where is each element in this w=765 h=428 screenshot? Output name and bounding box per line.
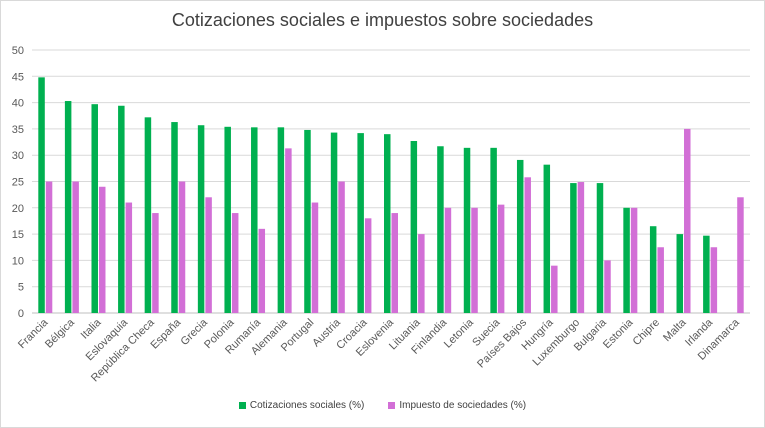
bar-corporate [710, 247, 718, 313]
legend-item-social: Cotizaciones sociales (%) [238, 400, 365, 411]
bar-corporate [338, 181, 345, 313]
bar-social [171, 122, 178, 313]
x-tick-label: Letonia [442, 316, 477, 351]
bar-social [463, 147, 471, 313]
bar-social [596, 183, 604, 313]
bar-social [437, 146, 444, 313]
y-tick-label: 45 [12, 71, 24, 83]
bar-social [91, 104, 98, 313]
x-tick-label: Bélgica [43, 316, 78, 351]
bar-social [224, 126, 231, 314]
bar-social [543, 164, 551, 313]
bar-corporate [630, 207, 638, 313]
bar-corporate [98, 186, 106, 313]
bar-corporate [418, 234, 425, 313]
y-tick-label: 0 [18, 308, 24, 320]
legend-swatch-corporate [388, 402, 396, 409]
x-tick-label: España [149, 316, 184, 351]
bar-corporate [551, 265, 558, 313]
bar-corporate [231, 213, 239, 313]
bar-social [516, 159, 524, 313]
legend-label-corporate: Impuesto de sociedades (%) [399, 400, 527, 411]
bar-social [197, 125, 205, 313]
y-tick-label: 20 [12, 203, 24, 215]
bar-social [384, 134, 391, 313]
bar-corporate [684, 128, 691, 313]
bar-corporate [152, 213, 159, 313]
bar-social [118, 105, 125, 313]
legend: Cotizaciones sociales (%) Impuesto de so… [0, 400, 765, 411]
y-tick-label: 40 [12, 98, 24, 110]
y-tick-label: 5 [18, 282, 24, 294]
bar-corporate [604, 260, 611, 313]
bar-corporate [391, 213, 398, 313]
legend-item-corporate: Impuesto de sociedades (%) [388, 400, 526, 411]
bar-corporate [258, 228, 266, 313]
bar-corporate [444, 207, 452, 313]
bar-corporate [364, 218, 372, 313]
bar-social [623, 207, 630, 313]
bar-social [277, 127, 285, 314]
bar-corporate [577, 182, 585, 313]
bar-corporate [471, 207, 478, 313]
legend-label-social: Cotizaciones sociales (%) [249, 400, 365, 411]
bar-social [357, 133, 364, 313]
bar-corporate [524, 177, 531, 313]
bar-social [144, 117, 152, 313]
bar-corporate [657, 247, 664, 313]
bar-social [570, 183, 577, 313]
bar-social [64, 101, 72, 313]
bar-corporate [497, 204, 505, 313]
x-tick-label: Estonia [601, 316, 636, 351]
bar-social [251, 127, 258, 314]
bar-corporate [125, 202, 133, 313]
y-tick-label: 30 [12, 150, 24, 162]
bar-social [410, 140, 418, 313]
bar-social [703, 235, 710, 313]
bar-social [649, 226, 657, 313]
bar-corporate [311, 202, 319, 313]
bar-social [304, 129, 311, 313]
chart-title: Cotizaciones sociales e impuestos sobre … [171, 10, 594, 30]
bar-corporate [72, 181, 79, 313]
bar-corporate [737, 197, 744, 313]
bar-social [330, 132, 338, 313]
bar-corporate [205, 197, 212, 313]
x-tick-label: Chipre [631, 317, 662, 348]
bar-corporate [45, 181, 53, 313]
y-tick-label: 35 [12, 124, 24, 136]
bar-corporate [285, 148, 292, 313]
y-tick-label: 15 [12, 229, 24, 241]
bar-corporate [178, 181, 186, 313]
bar-social [676, 234, 684, 313]
y-tick-label: 10 [12, 255, 24, 267]
legend-swatch-social [238, 402, 246, 409]
y-tick-label: 25 [12, 177, 24, 189]
bar-social [490, 147, 497, 313]
y-tick-label: 50 [12, 45, 24, 57]
bar-social [38, 77, 45, 314]
